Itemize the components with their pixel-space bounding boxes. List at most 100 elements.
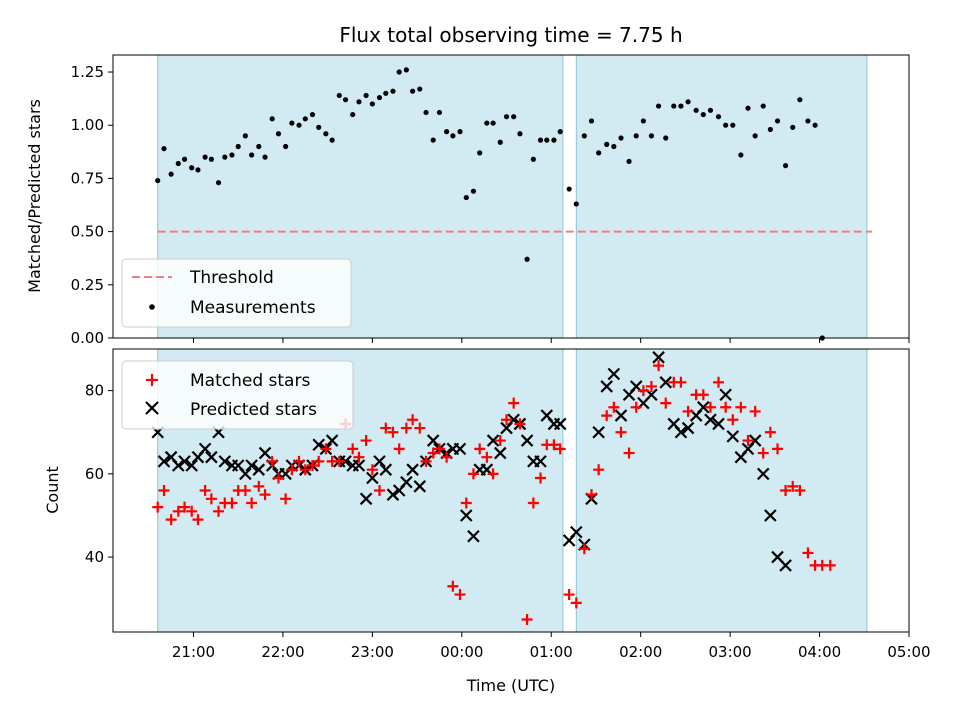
matched-star-point: [772, 443, 784, 455]
x-tick-label: 04:00: [798, 643, 841, 661]
matched-star-point: [757, 447, 769, 459]
shaded-window: [575, 54, 868, 339]
top-y-axis-label: Matched/Predicted stars: [25, 99, 44, 293]
measurement-point: [410, 88, 416, 94]
predicted-legend-swatch: [145, 401, 159, 415]
measurement-point: [444, 129, 450, 135]
matched-star-point: [454, 589, 466, 601]
measurement-point: [356, 99, 362, 105]
x-tick-label: 23:00: [351, 643, 394, 661]
x-tick-label: 22:00: [261, 643, 304, 661]
matched-star-point: [441, 451, 453, 463]
measurement-point: [685, 99, 691, 105]
predicted-star-point: [681, 421, 695, 435]
bottom-panel: 40 60 80 21:00 22:00 23:00 00:00 01:00 02:00 03:…: [43, 348, 931, 695]
predicted-star-point: [400, 475, 413, 489]
measurement-point: [208, 156, 214, 162]
matched-star-point: [697, 389, 709, 401]
matched-star-point: [548, 439, 560, 451]
measurement-point: [511, 114, 517, 120]
measurement-point: [181, 156, 188, 162]
matched-star-point: [794, 485, 806, 496]
matched-star-point: [824, 559, 836, 571]
measurement-point: [256, 143, 262, 150]
measurement-point: [363, 92, 369, 99]
measurement-point: [155, 177, 161, 184]
matched-star-point: [578, 543, 590, 555]
x-tick-label: 00:00: [440, 643, 483, 661]
matched-star-point: [467, 468, 479, 480]
matched-star-point: [393, 443, 405, 455]
predicted-star-point: [553, 417, 567, 431]
matched-star-point: [487, 468, 499, 480]
matched-legend-label: Matched stars: [190, 371, 310, 391]
measurement-point: [767, 126, 773, 133]
predicted-star-point: [534, 455, 547, 468]
measurement-point: [235, 143, 241, 150]
top-panel-frame: [112, 54, 910, 339]
measurement-point: [275, 131, 282, 137]
matched-star-point: [764, 426, 776, 438]
matched-star-point: [675, 376, 687, 388]
matched-star-point: [213, 505, 225, 517]
measurement-point: [302, 116, 308, 122]
matched-star-point: [179, 501, 191, 513]
x-tick-label: 03:00: [709, 643, 752, 661]
y-tick-label: 1.00: [71, 116, 104, 134]
y-tick-label: 0.50: [71, 223, 104, 241]
measurement-point: [175, 160, 181, 167]
matched-star-point: [521, 614, 533, 626]
bottom-legend-box: [121, 360, 354, 430]
measurement-point: [329, 137, 335, 143]
measurement-point: [484, 120, 490, 126]
predicted-star-point: [486, 434, 500, 447]
measurement-point: [229, 152, 235, 158]
measurement-point: [618, 135, 624, 141]
matched-star-point: [682, 405, 694, 417]
measurement-point: [517, 131, 523, 137]
measurement-point: [283, 143, 289, 150]
matched-star-point: [742, 435, 754, 447]
y-tick-label: 60: [85, 465, 104, 483]
matched-star-point: [192, 514, 204, 526]
measurement-point: [289, 120, 295, 126]
measurement-point: [723, 122, 729, 128]
predicted-star-point: [258, 446, 272, 460]
y-tick-label: 0.00: [71, 329, 104, 347]
measurement-point: [693, 107, 699, 113]
measurement-point: [774, 118, 781, 124]
matched-star-point: [593, 464, 605, 476]
matched-star-point: [447, 580, 459, 592]
measurement-point: [383, 90, 389, 96]
measurement-point: [296, 122, 302, 128]
predicted-star-point: [719, 388, 732, 402]
measurement-point: [396, 69, 402, 75]
bottom-y-ticks: 40 60 80: [85, 382, 113, 566]
matched-star-points: [152, 360, 836, 626]
matched-star-point: [601, 410, 613, 422]
matched-star-point: [253, 480, 265, 492]
measurement-point: [557, 129, 563, 135]
predicted-star-point: [373, 455, 386, 468]
matched-star-point: [514, 418, 526, 430]
measurement-point: [671, 103, 677, 109]
matched-star-point: [501, 414, 513, 426]
bottom-x-ticks: 21:00 22:00 23:00 00:00 01:00 02:00 03:00 04:00…: [172, 632, 931, 661]
threshold-legend-label: Threshold: [189, 268, 274, 288]
matched-star-point: [293, 455, 305, 467]
predicted-star-point: [659, 376, 673, 389]
measurement-point: [350, 111, 356, 118]
matched-star-point: [165, 514, 177, 526]
matched-star-point: [508, 397, 520, 409]
measurement-point: [588, 118, 595, 124]
predicted-star-point: [245, 459, 258, 472]
matched-star-point: [387, 426, 399, 438]
bottom-legend: Matched stars Predicted stars: [121, 360, 354, 430]
matched-star-point: [226, 497, 238, 509]
matched-star-point: [374, 485, 386, 496]
matched-star-point: [481, 451, 493, 463]
measurement-point: [530, 156, 536, 162]
predicted-star-point: [570, 525, 583, 539]
measurement-point: [797, 97, 803, 103]
